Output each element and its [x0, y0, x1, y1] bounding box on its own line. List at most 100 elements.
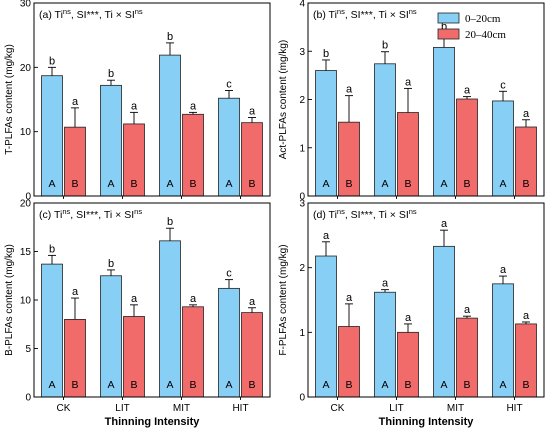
significance-letter: b — [167, 216, 173, 228]
x-axis-label: Thinning Intensity — [105, 416, 201, 428]
chart-panel-a: b Aa Bb Aa Bb Aa Bc Aa B 0 10 20 30 T-PLFAs content (… — [4, 0, 271, 203]
title-segment: , SI***, Ti × SI — [70, 209, 134, 221]
y-tick-label: 20 — [20, 63, 32, 74]
significance-letter: a — [131, 293, 138, 305]
y-tick-label: 2 — [299, 263, 305, 274]
title-segment: (d) Ti — [313, 209, 337, 221]
x-tick-label: CK — [57, 403, 71, 414]
group-letter: B — [248, 178, 255, 190]
title-superscript: ns — [63, 7, 71, 16]
legend: 0–20cm 20–40cm — [437, 12, 506, 41]
group-letter: A — [499, 379, 506, 391]
significance-letter: a — [500, 264, 507, 276]
group-letter: A — [440, 178, 447, 190]
group-letter: B — [130, 379, 137, 391]
y-tick-label: 0 — [299, 393, 305, 404]
panel-title: (b) Tins, SI***, Ti × SIns — [313, 7, 417, 21]
y-tick-label: 0 — [25, 393, 31, 404]
y-tick-label: 20 — [20, 199, 32, 210]
significance-letter: a — [464, 85, 471, 97]
chart-panel-d: a Aa Ba Aa Ba Aa Ba Aa B 0 1 2 3 CK LIT MIT HIT F-PLFAs c… — [278, 199, 545, 428]
x-tick-label: HIT — [232, 403, 248, 414]
group-letter: B — [248, 379, 255, 391]
significance-letter: a — [190, 100, 197, 112]
title-superscript: ns — [62, 207, 70, 216]
group-letter: A — [322, 178, 329, 190]
title-segment: (a) Ti — [39, 9, 63, 21]
significance-letter: b — [108, 258, 114, 270]
group-letter: A — [381, 178, 388, 190]
plot-frame — [307, 202, 545, 398]
significance-letter: a — [131, 100, 138, 112]
bar — [433, 245, 455, 398]
significance-letter: a — [382, 278, 389, 290]
group-letter: B — [189, 178, 196, 190]
x-tick-label: LIT — [389, 403, 403, 414]
y-tick-label: 3 — [299, 47, 305, 58]
significance-letter: a — [346, 84, 353, 96]
group-letter: A — [166, 379, 173, 391]
legend-swatch — [437, 12, 460, 24]
group-letter: B — [130, 178, 137, 190]
group-letter: A — [166, 178, 173, 190]
group-letter: B — [404, 178, 411, 190]
significance-letter: a — [346, 292, 353, 304]
bar — [159, 54, 181, 197]
y-tick-label: 1 — [299, 143, 305, 154]
title-segment: , SI***, Ti × SI — [345, 9, 409, 21]
group-letter: A — [107, 178, 114, 190]
significance-letter: a — [464, 304, 471, 316]
significance-letter: a — [249, 106, 256, 118]
bar — [315, 255, 337, 398]
significance-letter: b — [382, 40, 388, 52]
significance-letter: a — [72, 96, 79, 108]
group-letter: A — [48, 379, 55, 391]
bar — [159, 240, 181, 398]
title-segment: (c) Ti — [39, 209, 62, 221]
significance-letter: a — [405, 76, 412, 88]
legend-label: 20–40cm — [465, 29, 506, 41]
group-letter: A — [499, 178, 506, 190]
significance-letter: b — [167, 31, 173, 43]
significance-letter: a — [249, 296, 256, 308]
group-letter: A — [225, 178, 232, 190]
title-superscript: ns — [409, 7, 417, 16]
title-superscript: ns — [134, 207, 142, 216]
group-letter: B — [189, 379, 196, 391]
significance-letter: a — [72, 286, 79, 298]
title-superscript: ns — [135, 7, 143, 16]
legend-label: 0–20cm — [465, 13, 501, 25]
panel-title: (d) Tins, SI***, Ti × SIns — [313, 207, 417, 221]
y-tick-label: 5 — [25, 344, 31, 355]
y-tick-label: 10 — [20, 296, 32, 307]
panel-title: (c) Tins, SI***, Ti × SIns — [39, 207, 142, 221]
x-tick-label: HIT — [506, 403, 522, 414]
group-letter: B — [71, 178, 78, 190]
significance-letter: a — [523, 310, 530, 322]
group-letter: B — [463, 379, 470, 391]
y-tick-label: 0 — [299, 192, 305, 203]
title-superscript: ns — [337, 207, 345, 216]
y-tick-label: 0 — [25, 192, 31, 203]
y-tick-label: 4 — [299, 0, 305, 10]
group-letter: A — [440, 379, 447, 391]
y-tick-label: 3 — [299, 199, 305, 210]
legend-swatch — [437, 28, 460, 40]
title-superscript: ns — [337, 7, 345, 16]
significance-letter: b — [49, 243, 55, 255]
chart-panel-c: b Aa Bb Aa Bb Aa Bc Aa B 0 5 10 15 20 CK LIT MIT HIT B-PLF… — [4, 199, 271, 428]
group-letter: B — [345, 379, 352, 391]
bar — [41, 263, 63, 398]
x-tick-label: MIT — [447, 403, 464, 414]
y-tick-label: 1 — [299, 328, 305, 339]
group-letter: A — [48, 178, 55, 190]
significance-letter: a — [190, 293, 197, 305]
group-letter: B — [404, 379, 411, 391]
chart-panel-b: b Aa Bb Aa Bb Aa Bc Aa B 0 1 2 3 4 Act-PLFAs content (… — [278, 0, 545, 203]
significance-letter: c — [226, 268, 232, 280]
group-letter: B — [522, 379, 529, 391]
x-tick-label: LIT — [115, 403, 129, 414]
y-axis-label: T-PLFAs content (mg/kg) — [4, 44, 15, 155]
group-letter: B — [345, 178, 352, 190]
significance-letter: b — [108, 68, 114, 80]
